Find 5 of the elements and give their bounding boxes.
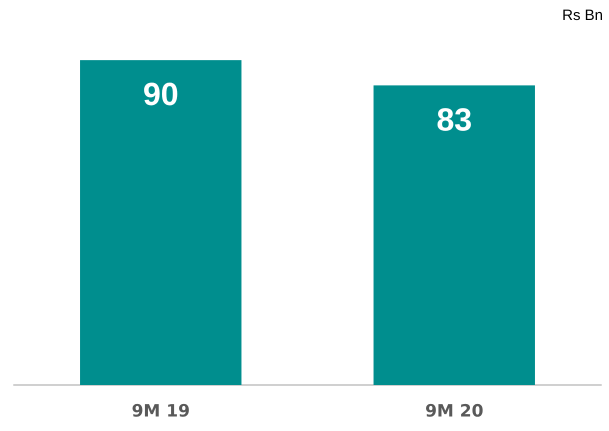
data-label: 83 bbox=[436, 101, 472, 138]
data-label: 90 bbox=[142, 76, 179, 112]
x-tick-label: 9M 19 bbox=[132, 402, 190, 422]
x-tick-label: 9M 20 bbox=[425, 402, 484, 422]
text: Rs Bn bbox=[562, 7, 604, 24]
